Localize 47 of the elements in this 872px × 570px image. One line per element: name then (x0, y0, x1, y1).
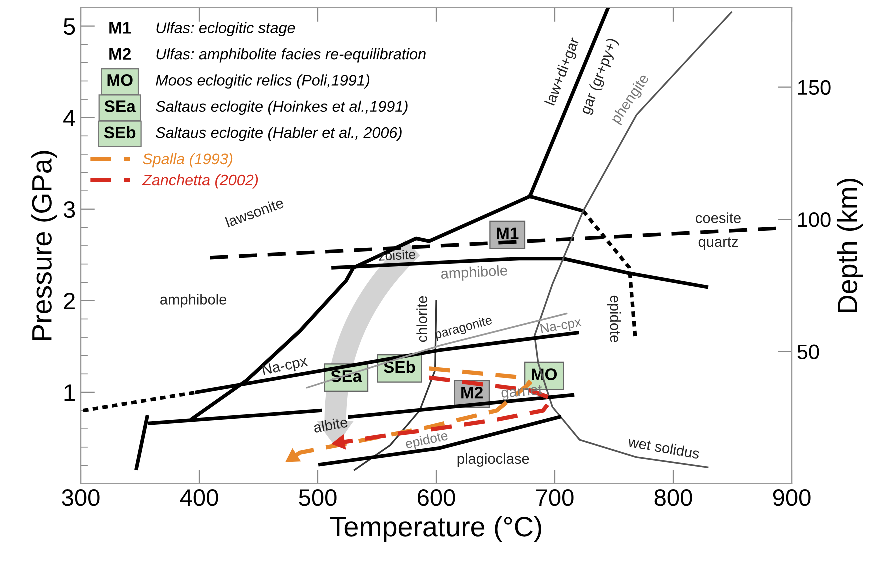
annotation: wet solidus (628, 436, 700, 460)
annotation: M2 (110, 48, 132, 60)
annotation: zoisite (378, 249, 416, 262)
x-tick-label: 400 (180, 489, 218, 506)
x-tick-label: 500 (299, 489, 337, 506)
x-tick-label: 600 (418, 489, 456, 506)
annotation: epidote (405, 430, 449, 452)
annotation: Na-cpx (540, 317, 582, 336)
annotation: M2 (462, 386, 483, 399)
annotation: plagioclase (458, 453, 530, 467)
legend-label: Zanchetta (2002) (142, 174, 258, 189)
annotation: albite (313, 416, 348, 434)
y-tick-label: 4 (64, 110, 76, 126)
x-tick-label: 800 (654, 489, 692, 506)
annotation: M1 (110, 22, 132, 34)
x-tick-label: 300 (62, 489, 100, 506)
y-tick-label: 2 (64, 292, 75, 310)
annotation: amphibole (441, 264, 508, 282)
annotation: Ulfas: eclogitic stage (156, 22, 296, 37)
y2-tick-label: 150 (798, 80, 831, 96)
annotation: SEb (104, 126, 136, 139)
x-tick-label: 700 (536, 489, 574, 506)
legend-label: Spalla (1993) (143, 153, 233, 168)
annotation: chlorite (416, 296, 428, 342)
annotation: Saltaus eclogite (Hoinkes et al.,1991) (156, 100, 408, 116)
y2-tick-label: 50 (798, 344, 820, 360)
annotation: Saltaus eclogite (Habler et al., 2006) (156, 127, 402, 142)
y2-tick-label: 100 (798, 212, 831, 228)
annotation: Moos eclogitic relics (Poli,1991) (156, 74, 370, 89)
y2-axis-title: Depth (km) (837, 179, 864, 312)
annotation: SEb (384, 360, 416, 374)
y-axis-title: Pressure (GPa) (32, 151, 58, 340)
y-tick-label: 1 (64, 384, 75, 402)
annotation: SEa (104, 100, 136, 112)
annotation: Ulfas: amphibolite facies re-equilibration (156, 48, 426, 63)
annotation: coesite (696, 212, 741, 224)
annotation: Na-cpx (262, 356, 309, 378)
annotation: M1 (497, 228, 519, 240)
annotation: amphibole (160, 294, 227, 308)
annotation: MO (108, 74, 133, 86)
x-axis-title: Temperature (°C) (330, 516, 542, 542)
y-tick-label: 3 (64, 201, 76, 218)
annotation: garnet (501, 385, 543, 401)
y-tick-label: 5 (64, 18, 76, 36)
x-tick-label: 900 (773, 489, 811, 506)
annotation: quartz (698, 238, 738, 250)
annotation: epidote (607, 296, 622, 343)
